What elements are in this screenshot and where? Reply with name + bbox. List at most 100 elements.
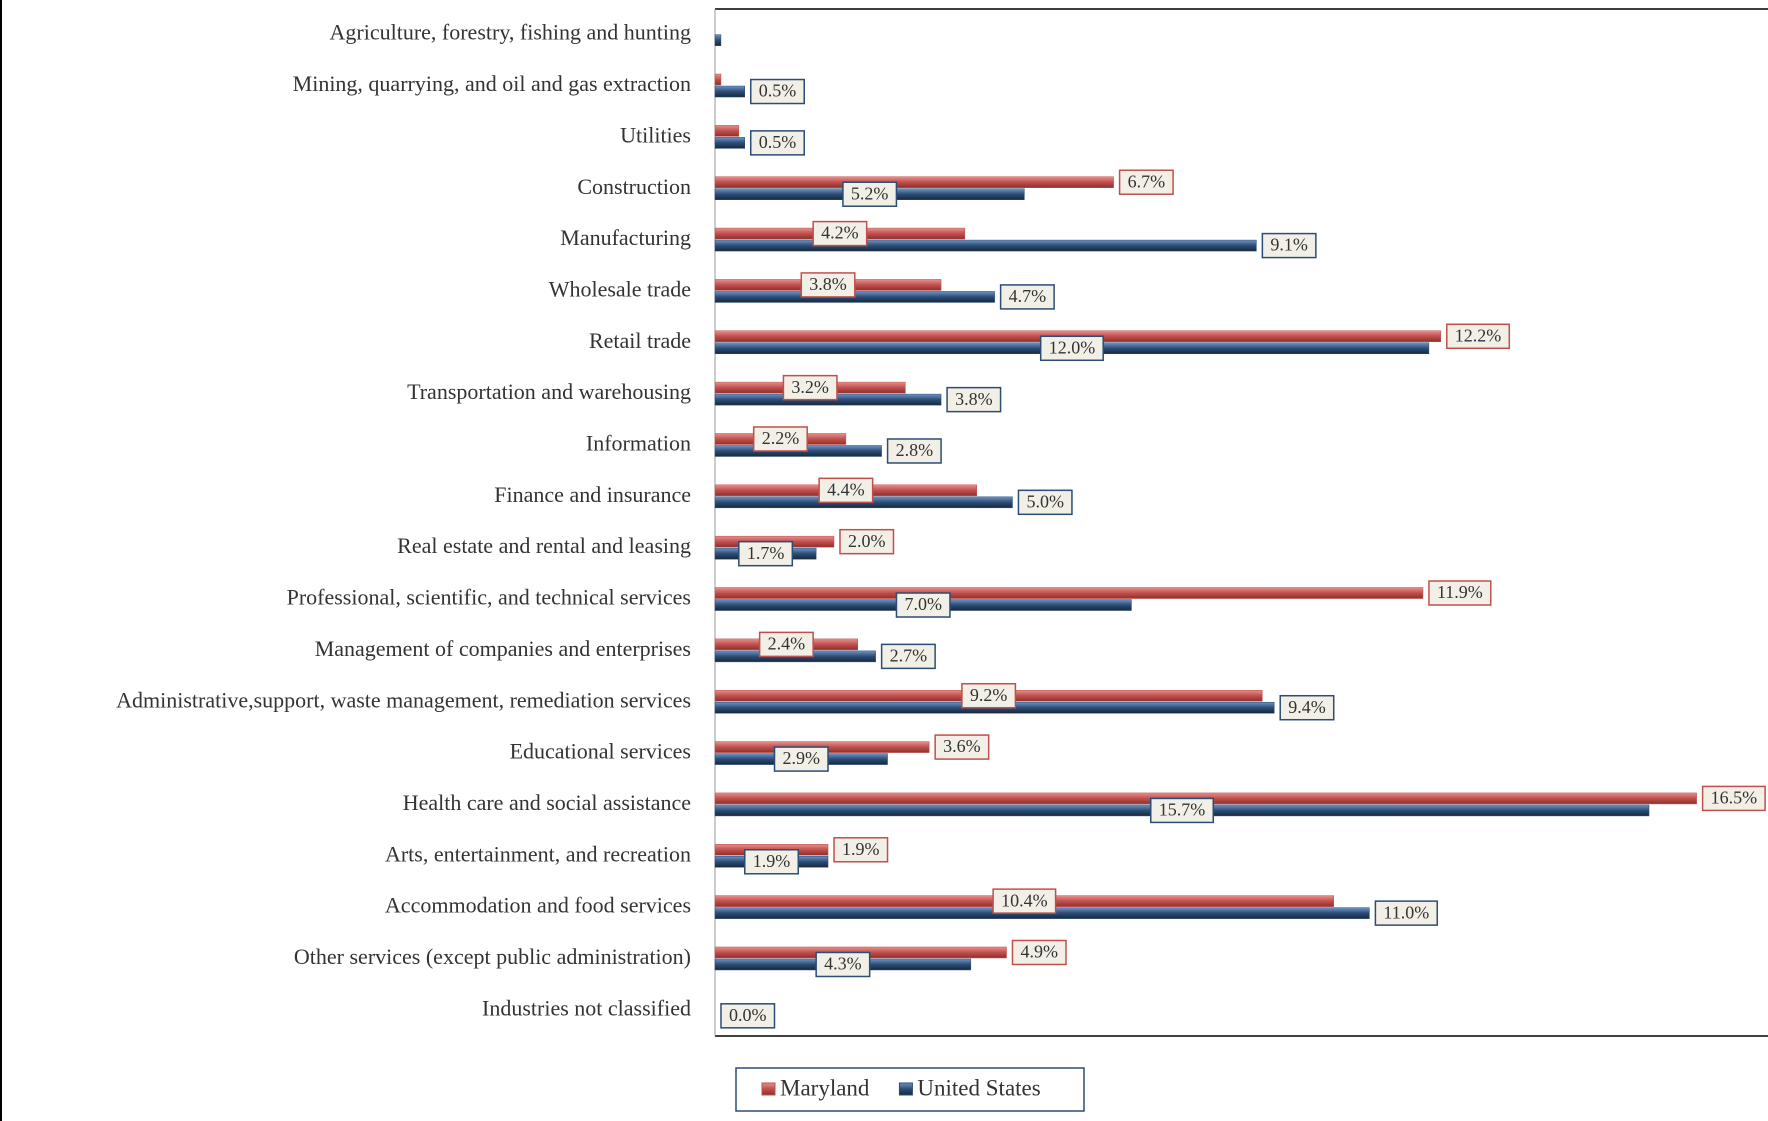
data-label-text: 4.2% (821, 223, 859, 243)
legend-label: United States (917, 1075, 1040, 1100)
data-label-box (1279, 694, 1335, 721)
data-label-box (720, 1003, 776, 1029)
data-label: 11.0% (1374, 900, 1438, 926)
data-label-text: 9.2% (970, 685, 1008, 705)
legend-label: Maryland (780, 1075, 870, 1100)
data-label: 3.6% (934, 734, 990, 760)
data-label-text: 5.2% (851, 183, 889, 203)
y-tick-label: Manufacturing (560, 225, 691, 250)
data-label-text: 5.0% (1026, 491, 1064, 511)
data-label-text: 2.2% (762, 428, 800, 448)
data-label: 3.2% (782, 374, 838, 401)
data-label-box (812, 220, 868, 247)
bar (714, 239, 1257, 252)
data-label-text: 2.9% (783, 748, 821, 768)
data-label: 3.8% (946, 386, 1002, 413)
data-label: 4.9% (1011, 939, 1067, 966)
data-label: 1.9% (744, 849, 800, 875)
data-label-box (961, 682, 1017, 709)
y-tick-label: Educational services (510, 739, 691, 764)
data-label-text: 16.5% (1711, 788, 1758, 808)
data-label-box (1701, 785, 1766, 812)
data-label-text: 6.7% (1128, 171, 1166, 191)
data-label-box (1428, 580, 1492, 606)
y-tick-label: Retail trade (589, 328, 691, 353)
data-label: 12.2% (1446, 323, 1511, 350)
data-label: 9.2% (961, 682, 1017, 709)
data-label-text: 12.0% (1049, 337, 1096, 357)
legend-swatch (898, 1082, 913, 1096)
bar (714, 587, 1424, 599)
data-label-text: 1.7% (747, 543, 785, 563)
bar (714, 73, 722, 86)
y-tick-label: Wholesale trade (549, 276, 691, 301)
data-label-text: 0.0% (729, 1005, 767, 1025)
bar (714, 176, 1114, 188)
data-label-box (815, 951, 871, 978)
data-label: 4.7% (999, 284, 1055, 310)
data-label-box (833, 837, 889, 863)
data-label-box (782, 374, 838, 401)
data-label: 2.7% (880, 643, 936, 670)
y-tick-label: Other services (except public administra… (294, 944, 691, 969)
data-label: 1.7% (738, 540, 794, 567)
data-label-text: 3.2% (791, 377, 829, 397)
data-label-text: 2.8% (896, 440, 934, 460)
data-label: 1.9% (833, 837, 889, 863)
data-label: 12.0% (1039, 335, 1104, 362)
data-label-box (839, 528, 895, 555)
y-tick-label: Agriculture, forestry, fishing and hunti… (330, 20, 692, 45)
data-label-box (738, 540, 794, 567)
data-label: 4.3% (815, 951, 871, 978)
data-label: 5.2% (842, 181, 898, 207)
data-label-text: 2.0% (848, 531, 886, 551)
bar (714, 125, 740, 137)
y-tick-label: Finance and insurance (494, 482, 691, 507)
data-label-box (773, 746, 829, 772)
data-label-box (1011, 939, 1067, 966)
data-label-text: 10.4% (1001, 890, 1048, 910)
data-label-box (992, 888, 1057, 914)
data-label-box (1039, 335, 1104, 362)
data-label-text: 7.0% (904, 594, 942, 614)
data-label: 9.4% (1279, 694, 1335, 721)
data-label: 2.4% (758, 631, 814, 658)
data-label: 9.1% (1261, 232, 1317, 259)
y-tick-label: Transportation and warehousing (407, 379, 691, 404)
bar (714, 85, 745, 98)
data-label-text: 3.8% (955, 389, 993, 409)
y-tick-label: Mining, quarrying, and oil and gas extra… (293, 71, 691, 96)
data-label: 2.0% (839, 528, 895, 555)
y-tick-label: Information (586, 431, 691, 456)
data-label: 7.0% (895, 592, 951, 618)
data-label-text: 3.8% (809, 274, 847, 294)
data-label-box (758, 631, 814, 658)
data-label-box (818, 477, 874, 504)
data-label-text: 3.6% (943, 736, 981, 756)
data-label: 15.7% (1150, 797, 1215, 824)
data-label-text: 12.2% (1455, 325, 1502, 345)
data-label-box (946, 386, 1002, 413)
data-label-text: 1.9% (753, 851, 791, 871)
data-label: 4.4% (818, 477, 874, 504)
data-label-text: 9.4% (1288, 697, 1326, 717)
data-label: 0.5% (749, 130, 805, 156)
y-tick-label: Management of companies and enterprises (315, 636, 691, 661)
data-label-box (749, 78, 805, 105)
data-label: 16.5% (1701, 785, 1766, 812)
data-label-text: 4.4% (827, 479, 865, 499)
data-label-box (1118, 169, 1174, 195)
y-tick-label: Industries not classified (482, 995, 691, 1020)
data-label-box (1017, 489, 1073, 516)
data-label: 5.0% (1017, 489, 1073, 516)
data-label-box (999, 284, 1055, 310)
data-label-box (1261, 232, 1317, 259)
data-label-text: 1.9% (842, 839, 880, 859)
data-label-text: 0.5% (759, 132, 797, 152)
data-label-text: 2.7% (890, 646, 928, 666)
data-label: 6.7% (1118, 169, 1174, 195)
y-tick-label: Administrative,support, waste management… (116, 687, 691, 712)
data-label-box (934, 734, 990, 760)
data-label-box (1150, 797, 1215, 824)
